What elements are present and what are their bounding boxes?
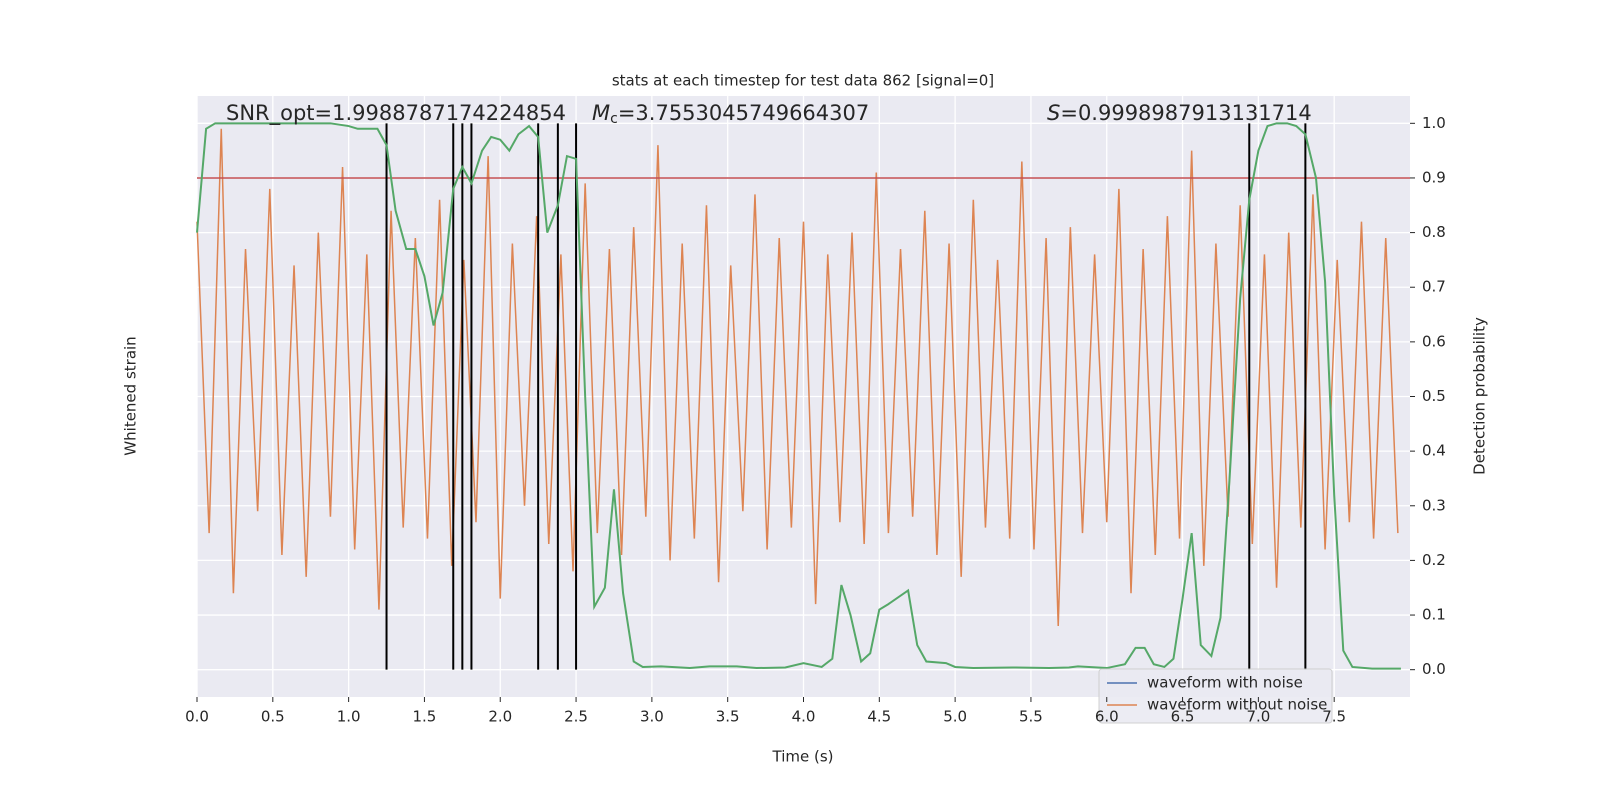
- legend-label: waveform with noise: [1147, 674, 1303, 692]
- x-tick-label: 7.0: [1246, 708, 1270, 726]
- mc-sub: c: [610, 111, 618, 127]
- x-tick-label: 5.5: [1019, 708, 1043, 726]
- x-tick-label: 6.5: [1171, 708, 1195, 726]
- y2-tick-label: 1.0: [1422, 114, 1446, 132]
- legend-box: [1098, 668, 1333, 724]
- s-annotation: S=0.9998987913131714: [1047, 101, 1312, 125]
- s-value: =0.9998987913131714: [1060, 101, 1311, 125]
- y2-tick-label: 0.8: [1422, 223, 1446, 241]
- y2-tick-label: 0.3: [1422, 496, 1446, 514]
- x-tick-label: 0.5: [261, 708, 285, 726]
- x-tick-label: 0.0: [185, 708, 209, 726]
- y2-tick-label: 0.7: [1422, 278, 1446, 296]
- y-axis-label: Whitened strain: [122, 336, 140, 455]
- x-tick-label: 5.0: [943, 708, 967, 726]
- x-tick-label: 1.5: [413, 708, 437, 726]
- y2-tick-label: 0.6: [1422, 332, 1446, 350]
- y2-axis-label: Detection probability: [1471, 317, 1489, 475]
- y2-tick-label: 0.0: [1422, 660, 1446, 678]
- mc-annotation: Mc=3.7553045749664307: [592, 101, 869, 127]
- y2-tick-label: 0.9: [1422, 168, 1446, 186]
- x-axis-label: Time (s): [772, 748, 834, 766]
- y2-tick-label: 0.2: [1422, 551, 1446, 569]
- series-line: [196, 128, 1399, 626]
- legend: waveform with noise waveform without nois…: [1098, 668, 1333, 724]
- x-tick-label: 1.0: [337, 708, 361, 726]
- mc-symbol: M: [592, 101, 610, 125]
- s-symbol: S: [1047, 101, 1060, 125]
- snr-annotation: SNR_opt=1.9988787174224854: [226, 101, 566, 126]
- x-tick-label: 2.5: [564, 708, 588, 726]
- x-tick-label: 3.5: [716, 708, 740, 726]
- chart-title: stats at each timestep for test data 862…: [612, 72, 994, 90]
- x-tick-label: 4.5: [867, 708, 891, 726]
- x-tick-label: 4.0: [792, 708, 816, 726]
- x-tick-label: 6.0: [1095, 708, 1119, 726]
- series-line: [196, 122, 1401, 670]
- y2-tick-label: 0.1: [1422, 606, 1446, 624]
- y2-tick-label: 0.4: [1422, 442, 1446, 460]
- y2-tick-label: 0.5: [1422, 387, 1446, 405]
- x-tick-label: 3.0: [640, 708, 664, 726]
- legend-label: waveform without noise: [1147, 696, 1327, 714]
- marks: [196, 122, 1410, 670]
- x-tick-label: 7.5: [1322, 708, 1346, 726]
- mc-value: =3.7553045749664307: [618, 101, 869, 125]
- x-tick-label: 2.0: [488, 708, 512, 726]
